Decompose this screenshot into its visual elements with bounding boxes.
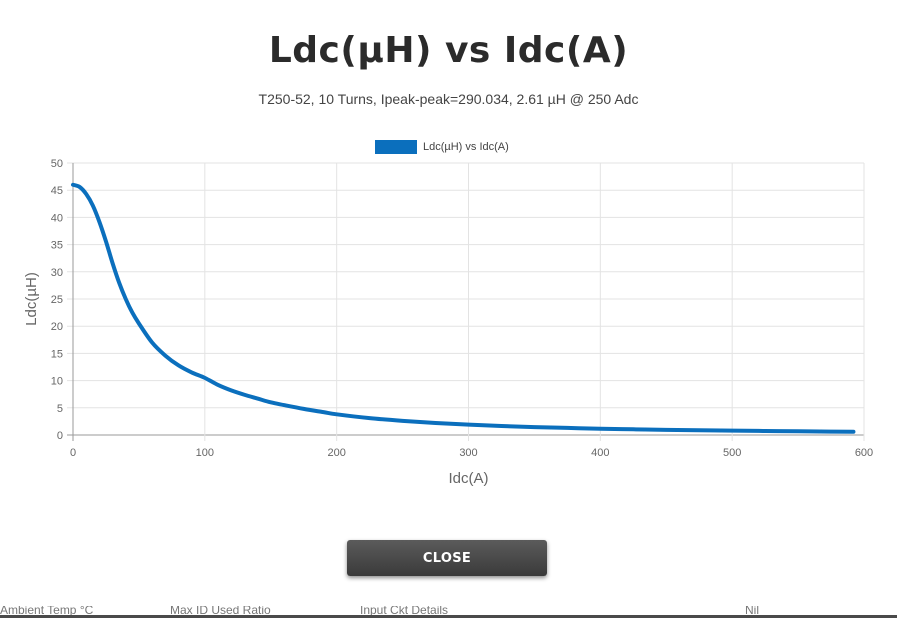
background-cell: Max ID Used Ratio bbox=[170, 606, 271, 615]
y-tick-label: 30 bbox=[51, 267, 63, 279]
chart-grid bbox=[67, 162, 865, 441]
close-button[interactable]: CLOSE bbox=[347, 540, 547, 576]
y-tick-label: 45 bbox=[51, 185, 63, 197]
x-tick-label: 300 bbox=[459, 447, 477, 459]
x-tick-label: 500 bbox=[723, 447, 741, 459]
background-cell: Ambient Temp °C bbox=[0, 606, 94, 615]
y-axis-title: Ldc(µH) bbox=[23, 272, 40, 326]
series-line bbox=[71, 182, 856, 434]
y-tick-label: 40 bbox=[51, 212, 63, 224]
chart-subtitle: T250-52, 10 Turns, Ipeak-peak=290.034, 2… bbox=[258, 91, 639, 107]
background-row-fragment: Ambient Temp °C Max ID Used Ratio Input … bbox=[0, 606, 897, 618]
chart-series bbox=[71, 182, 856, 434]
x-tick-label: 100 bbox=[196, 447, 214, 459]
chart-title: Ldc(µH) vs Idc(A) bbox=[268, 30, 629, 71]
legend-swatch bbox=[375, 140, 417, 154]
chart-legend[interactable]: Ldc(µH) vs Idc(A) bbox=[375, 139, 509, 155]
legend-label: Ldc(µH) vs Idc(A) bbox=[423, 141, 509, 153]
background-cell: Input Ckt Details bbox=[360, 606, 449, 615]
x-tick-label: 400 bbox=[591, 447, 609, 459]
background-cell: Nil bbox=[745, 606, 759, 615]
y-tick-label: 35 bbox=[51, 240, 63, 252]
x-tick-label: 600 bbox=[855, 447, 873, 459]
x-tick-label: 200 bbox=[327, 447, 345, 459]
y-tick-label: 0 bbox=[57, 430, 63, 442]
y-tick-label: 5 bbox=[57, 403, 63, 415]
x-tick-label: 0 bbox=[70, 447, 76, 459]
divider bbox=[0, 615, 897, 618]
x-axis-title: Idc(A) bbox=[448, 470, 488, 487]
y-tick-label: 10 bbox=[51, 376, 63, 388]
y-tick-label: 25 bbox=[51, 294, 63, 306]
y-tick-label: 50 bbox=[51, 158, 63, 170]
y-tick-label: 15 bbox=[51, 348, 63, 360]
y-tick-label: 20 bbox=[51, 321, 63, 333]
